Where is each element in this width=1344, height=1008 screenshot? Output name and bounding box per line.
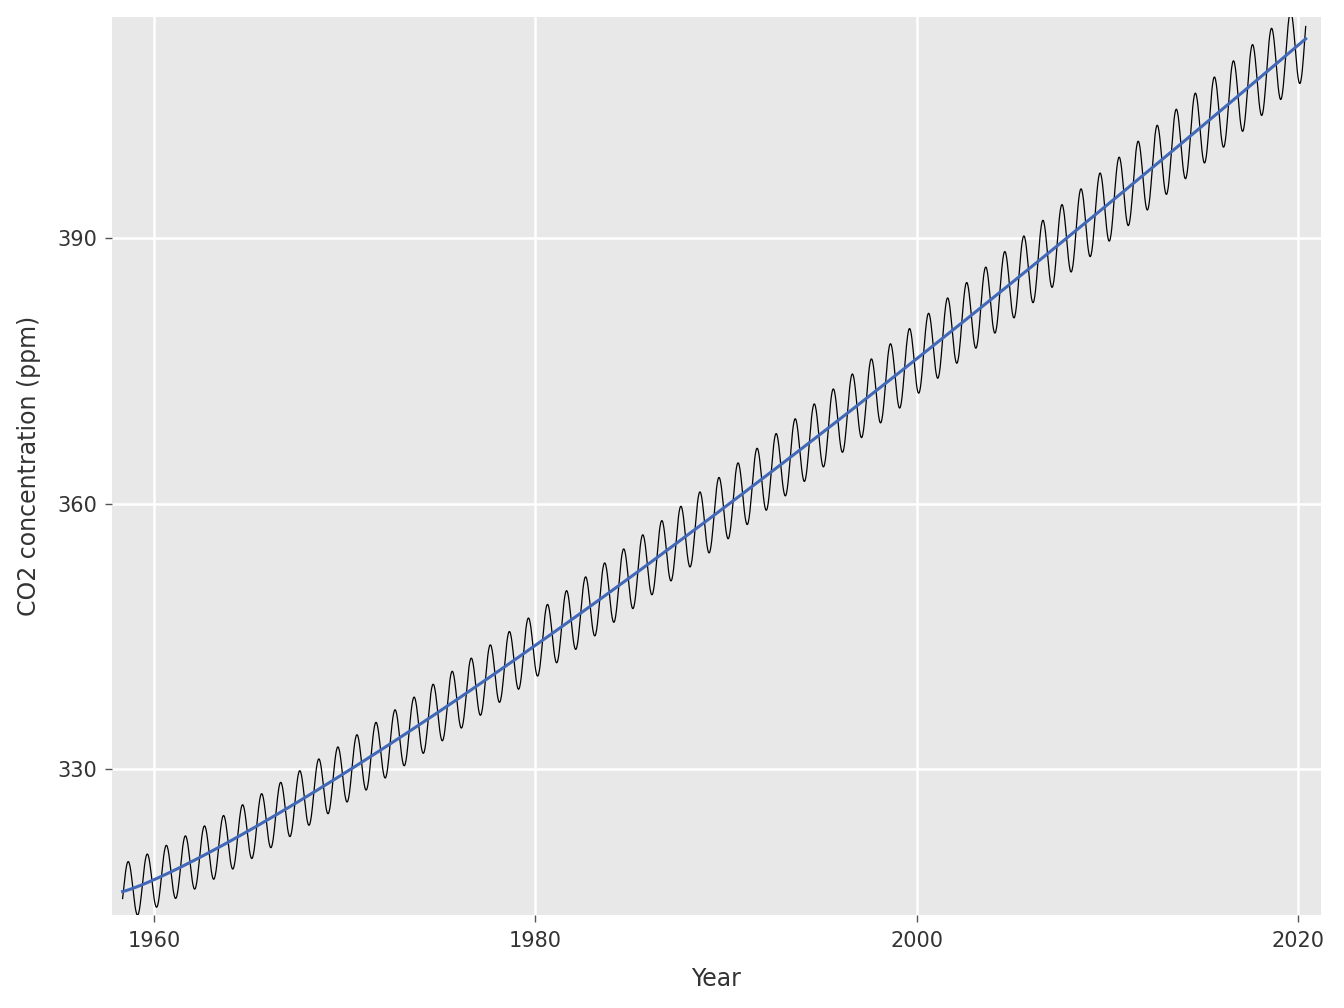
- X-axis label: Year: Year: [692, 968, 742, 991]
- Y-axis label: CO2 concentration (ppm): CO2 concentration (ppm): [16, 316, 40, 616]
